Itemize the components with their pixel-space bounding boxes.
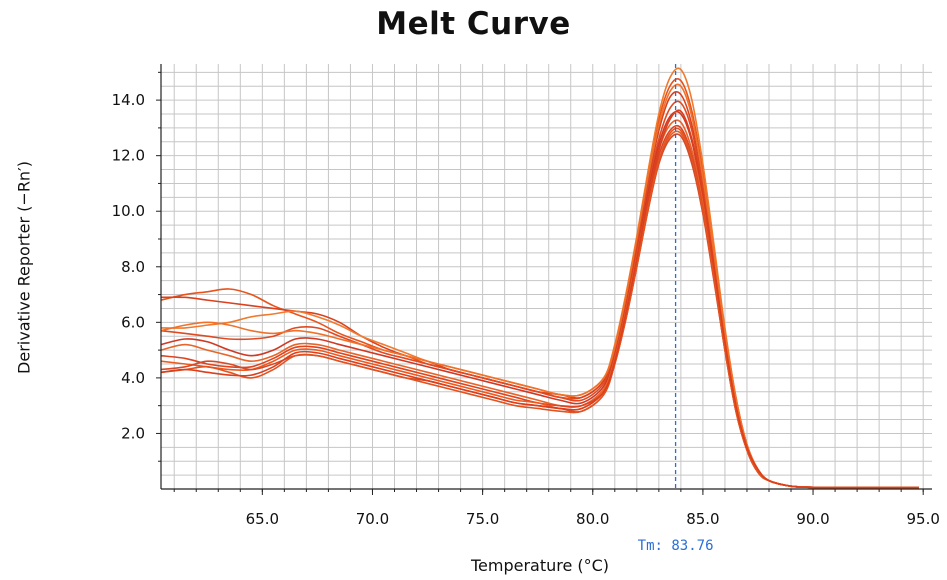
y-tick-label: 4.0 (121, 369, 145, 387)
y-tick-label: 10.0 (112, 202, 145, 220)
melt-series-line (160, 109, 919, 489)
x-tick-label: 85.0 (686, 510, 719, 528)
y-tick-label: 14.0 (112, 91, 145, 109)
x-tick-label: 80.0 (576, 510, 609, 528)
tm-label: Tm: 83.76 (638, 538, 714, 554)
plot-grid (161, 64, 932, 489)
melt-series-line (160, 127, 919, 489)
x-tick-label: 70.0 (356, 510, 389, 528)
plot-background (161, 64, 932, 489)
tm-marker-layer: Tm: 83.76 (638, 64, 714, 554)
y-tick-label: 8.0 (121, 258, 145, 276)
y-tick-label: 2.0 (121, 424, 145, 442)
axes: 2.0 4.0 6.0 8.0 10.0 12.0 14.0 65.0 70.0 75.0 80.0… (112, 64, 940, 528)
x-tick-label: 95.0 (906, 510, 939, 528)
x-tick-label: 65.0 (246, 510, 279, 528)
x-axis-label: Temperature (°C) (470, 556, 610, 575)
chart-title: Melt Curve (376, 6, 571, 42)
x-tick-label: 75.0 (466, 510, 499, 528)
melt-series-line (160, 83, 919, 489)
series-layer (160, 67, 919, 489)
x-tick-label: 90.0 (796, 510, 829, 528)
y-tick-label: 6.0 (121, 313, 145, 331)
y-tick-label: 12.0 (112, 147, 145, 165)
